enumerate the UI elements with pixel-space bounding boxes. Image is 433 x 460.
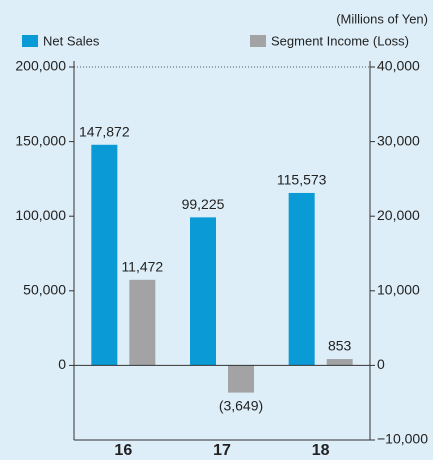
legend-label: Net Sales <box>43 33 100 48</box>
bar <box>91 144 118 366</box>
y2-tick-label: −10,000 <box>377 431 428 447</box>
bar <box>190 217 216 366</box>
y-tick-label: 200,000 <box>15 58 66 74</box>
value-label: (3,649) <box>219 397 263 413</box>
value-label: 115,573 <box>277 172 327 188</box>
legend-swatch <box>250 35 266 47</box>
bar <box>326 359 353 366</box>
value-label: 147,872 <box>79 123 130 139</box>
y2-tick-label: 10,000 <box>377 282 420 298</box>
y-tick-label: 150,000 <box>15 132 66 148</box>
bar <box>228 365 254 393</box>
y-tick-label: 100,000 <box>15 207 66 223</box>
y2-tick-label: 30,000 <box>377 132 420 148</box>
x-tick-label: 17 <box>213 442 231 459</box>
unit-note: (Millions of Yen) <box>336 11 428 26</box>
y2-tick-label: 40,000 <box>377 58 420 74</box>
value-label: 853 <box>328 338 352 354</box>
y2-tick-label: 20,000 <box>377 207 420 223</box>
value-label: 11,472 <box>121 259 163 275</box>
x-tick-label: 16 <box>114 442 132 459</box>
y-tick-label: 0 <box>58 356 66 372</box>
bar <box>288 192 315 366</box>
y2-tick-label: 0 <box>377 356 385 372</box>
y-tick-label: 50,000 <box>23 282 66 298</box>
legend-label: Segment Income (Loss) <box>271 33 409 48</box>
legend-swatch <box>22 35 38 47</box>
value-label: 99,225 <box>182 196 225 212</box>
bar <box>129 279 156 366</box>
x-tick-label: 18 <box>312 442 330 459</box>
